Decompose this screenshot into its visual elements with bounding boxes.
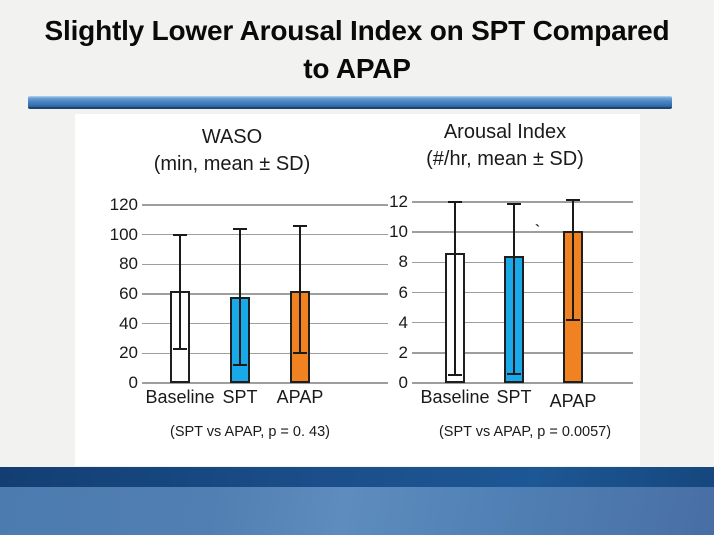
chart-subtitle-line: (#/hr, mean ± SD) [426,148,584,170]
error-bar-line [572,200,574,320]
gridline [142,322,388,325]
chart-title-line: Arousal Index [443,121,567,143]
y-tick-label: 60 [119,284,138,303]
arousal-index-chart: Arousal Index (#/hr, mean ± SD) 0 2 4 6 8 10 12 B… [75,114,640,466]
stray-tick-mark: ` [535,222,540,239]
gridline [412,231,633,233]
p-value-caption: (SPT vs APAP, p = 0.0057) [438,424,612,440]
charts-panel: WASO (min, mean ± SD) 0 20 40 60 80 100 120 Basel… [75,114,640,466]
chart-title: WASO (min, mean ± SD) [72,124,392,178]
y-tick-label: 100 [109,224,138,244]
y-tick-label: 120 [109,195,138,214]
waso-chart: WASO (min, mean ± SD) 0 20 40 60 80 100 120 Basel… [75,114,640,466]
chart-title-line: WASO [201,126,263,148]
error-bar-cap-bottom [507,372,521,375]
error-bar-cap-top [293,224,307,227]
y-tick-label: 40 [119,313,138,333]
y-tick-label: 6 [398,282,408,302]
footer-dark-stripe [0,467,714,487]
error-bar-cap-bottom [233,364,247,367]
chart-title: Arousal Index (#/hr, mean ± SD) [345,119,665,173]
error-bar-cap-bottom [293,352,307,355]
error-bar-cap-bottom [173,347,187,350]
y-tick-label: 2 [398,342,408,362]
error-bar-cap-top [566,199,580,202]
error-bar-cap-top [233,227,247,230]
chart-subtitle-line: (min, mean ± SD) [153,153,311,175]
slide-title-line-2: to APAP [303,52,411,84]
slide-title: Slightly Lower Arousal Index on SPT Comp… [0,12,714,88]
y-tick-label: 12 [389,192,408,211]
x-axis-label-spt: SPT [496,387,532,407]
error-bar-cap-bottom [566,318,580,321]
footer-light-band [0,487,714,535]
gridline [142,352,388,355]
y-tick-label: 10 [389,222,408,242]
y-tick-label: 4 [398,312,408,332]
gridline [142,263,388,266]
y-tick-label: 0 [128,373,138,392]
error-bar-cap-top [448,201,462,203]
x-axis-label-spt: SPT [222,387,258,407]
gridline [142,382,388,384]
error-bar-cap-bottom [448,374,462,377]
gridline [142,233,388,236]
x-axis-label-apap: APAP [549,391,597,411]
error-bar-line [299,225,301,354]
x-axis-label-baseline: Baseline [145,387,215,407]
y-tick-label: 20 [119,343,138,363]
p-value-caption: (SPT vs APAP, p = 0. 43) [170,424,330,440]
error-bar-cap-top [173,233,187,236]
title-divider-bar [28,96,672,109]
x-axis-label-baseline: Baseline [420,387,490,407]
error-bar-line [454,202,456,376]
slide-title-line-1: Slightly Lower Arousal Index on SPT Comp… [44,15,670,46]
error-bar-cap-top [507,202,521,205]
error-bar-line [513,203,515,374]
gridline [412,201,633,203]
y-tick-label: 80 [119,254,138,274]
gridline [412,382,633,384]
y-tick-label: 8 [398,252,408,272]
x-axis-label-apap: APAP [276,387,324,407]
gridline [142,204,388,206]
gridline [142,293,388,295]
error-bar-line [179,234,181,349]
y-tick-label: 0 [398,373,408,392]
error-bar-line [239,228,241,366]
